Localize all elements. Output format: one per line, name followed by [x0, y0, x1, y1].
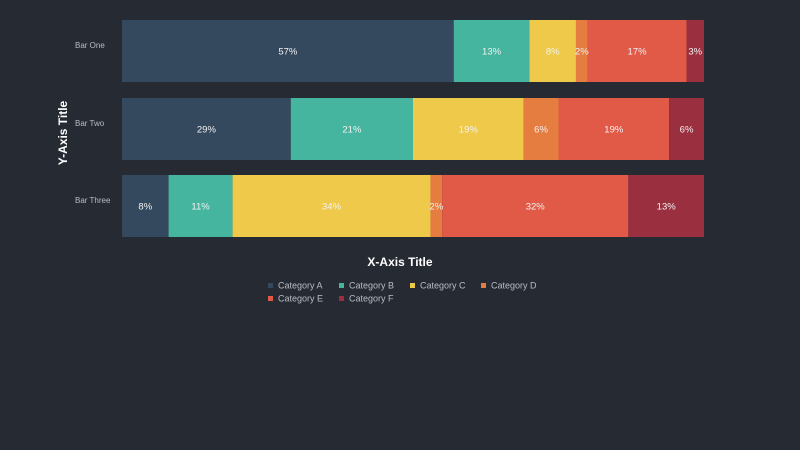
bar-segment [523, 98, 559, 160]
segment-labels: 57% 13% 8% 2% 17% 3% 29% 21% 19% 6% 19% 6% 8% 11% 34% 2… [138, 47, 702, 213]
bar-segment [628, 175, 704, 237]
legend-label: Category C [420, 281, 466, 291]
legend-swatch [410, 283, 415, 288]
category-label: Bar Three [75, 196, 111, 205]
segment-value-label: 17% [628, 47, 648, 58]
segment-value-label: 29% [197, 125, 217, 136]
bar-segment [122, 175, 169, 237]
bar-segment [168, 175, 233, 237]
legend-label: Category F [349, 294, 394, 304]
x-axis-title: X-Axis Title [367, 255, 432, 269]
bar-segment [558, 98, 670, 160]
bar-segment [575, 20, 588, 82]
legend: Category A Category B Category C Category D… [268, 281, 537, 304]
segment-value-label: 8% [546, 47, 560, 58]
bar-segment [430, 175, 443, 237]
bar-segment [686, 20, 704, 82]
bar-segment [413, 98, 524, 160]
legend-label: Category D [491, 281, 537, 291]
segment-value-label: 6% [534, 125, 548, 136]
bar-segment [669, 98, 704, 160]
segment-value-label: 32% [526, 202, 546, 213]
bar-segment [529, 20, 576, 82]
y-axis-title: Y-Axis Title [56, 100, 70, 165]
category-label: Bar One [75, 41, 105, 50]
segment-value-label: 19% [459, 125, 479, 136]
category-labels: Bar One Bar Two Bar Three [75, 41, 111, 205]
bar-segment [453, 20, 530, 82]
segment-value-label: 34% [322, 202, 342, 213]
bar-segment [290, 98, 413, 160]
segment-value-label: 2% [429, 202, 443, 213]
bar-segment [122, 20, 454, 82]
bars [122, 20, 704, 237]
segment-value-label: 11% [191, 202, 210, 213]
bar-segment [587, 20, 687, 82]
legend-swatch [339, 283, 344, 288]
segment-value-label: 6% [680, 125, 694, 136]
legend-swatch [268, 296, 273, 301]
segment-value-label: 13% [482, 47, 502, 58]
segment-value-label: 8% [138, 202, 152, 213]
bar-segment [232, 175, 431, 237]
legend-swatch [339, 296, 344, 301]
legend-swatch [268, 283, 273, 288]
segment-value-label: 57% [278, 47, 298, 58]
legend-label: Category A [278, 281, 323, 291]
segment-value-label: 2% [575, 47, 589, 58]
legend-swatch [481, 283, 486, 288]
segment-value-label: 13% [657, 202, 677, 213]
segment-value-label: 21% [342, 125, 362, 136]
segment-value-label: 3% [688, 47, 702, 58]
category-label: Bar Two [75, 119, 105, 128]
bar-segment [122, 98, 291, 160]
bar-segment [442, 175, 629, 237]
legend-label: Category B [349, 281, 394, 291]
segment-value-label: 19% [604, 125, 624, 136]
legend-label: Category E [278, 294, 323, 304]
